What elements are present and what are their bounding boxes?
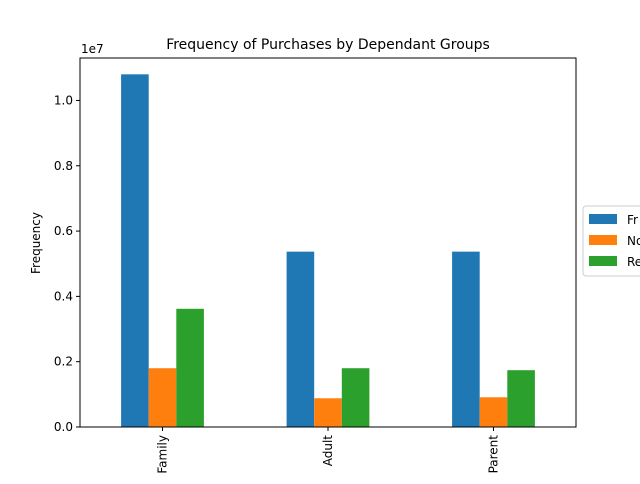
bar-family-re — [176, 308, 204, 427]
legend-swatch-no — [589, 235, 617, 245]
bar-family-fr — [121, 74, 149, 427]
y-tick-label: 0.4 — [54, 289, 73, 303]
bar-parent-fr — [452, 251, 480, 427]
legend-label-re: Re — [627, 255, 640, 269]
bar-adult-no — [314, 398, 342, 427]
legend-label-fr: Fr — [627, 213, 638, 227]
bar-parent-re — [507, 370, 535, 427]
y-axis-multiplier: 1e7 — [81, 42, 104, 56]
x-tick-label: Family — [156, 435, 170, 474]
bar-parent-no — [479, 397, 508, 427]
y-tick-label: 0.0 — [54, 420, 73, 434]
bar-adult-re — [341, 368, 370, 427]
legend-swatch-re — [589, 256, 617, 266]
y-tick-label: 0.8 — [54, 159, 73, 173]
bars-layer — [121, 74, 535, 427]
y-axis-label: Frequency — [29, 212, 43, 274]
legend-label-no: No — [627, 234, 640, 248]
legend: Fr No Re — [582, 205, 640, 277]
y-tick-label: 0.2 — [54, 355, 73, 369]
x-tick-label: Parent — [487, 435, 501, 474]
ticks-layer: 0.0 0.2 0.4 0.6 0.8 1.0 Family Adult Parent — [54, 93, 501, 473]
x-tick-label: Adult — [321, 435, 335, 467]
bar-adult-fr — [286, 251, 315, 427]
y-tick-label: 0.6 — [54, 224, 73, 238]
bar-family-no — [148, 368, 177, 427]
y-tick-label: 1.0 — [54, 93, 73, 107]
chart-title: Frequency of Purchases by Dependant Grou… — [166, 37, 490, 53]
plot-frame — [79, 57, 577, 428]
legend-swatch-fr — [589, 214, 617, 224]
